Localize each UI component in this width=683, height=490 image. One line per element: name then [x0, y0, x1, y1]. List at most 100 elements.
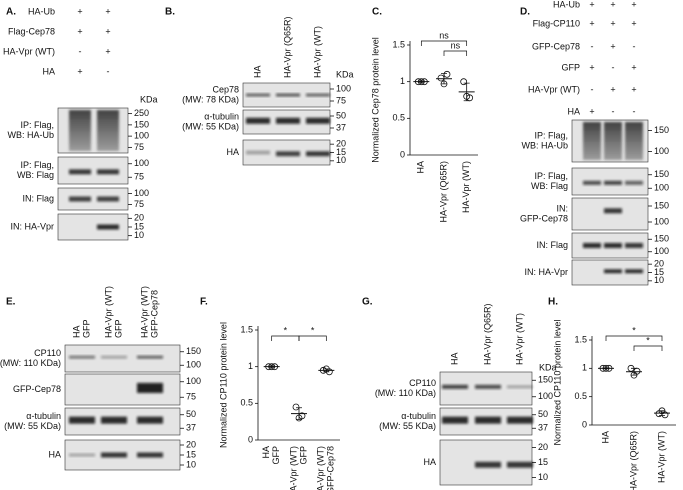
- marker-label: 150: [654, 169, 669, 179]
- band: [625, 243, 643, 248]
- blot-label: CP110: [409, 378, 436, 388]
- significance-label: *: [284, 325, 288, 335]
- band: [97, 196, 119, 202]
- blot-label: IN: Flag: [536, 240, 568, 250]
- condition-name: Flag-Cep78: [8, 26, 55, 36]
- band: [306, 93, 330, 97]
- blot-label: GFP-Cep78: [520, 213, 568, 223]
- panel-label: C.: [372, 7, 382, 18]
- data-point: [460, 78, 468, 86]
- marker-label: 37: [538, 423, 548, 433]
- band: [276, 93, 300, 97]
- data-point: [417, 78, 425, 86]
- band-smear: [604, 122, 622, 160]
- marker-label: 50: [538, 409, 548, 419]
- panel-label: D.: [520, 7, 530, 18]
- condition-sign: +: [77, 26, 82, 36]
- band: [625, 180, 643, 185]
- blot-label: WB: HA-Ub: [7, 130, 54, 140]
- condition-sign: +: [105, 6, 110, 16]
- data-point: [440, 80, 448, 88]
- condition-sign: -: [612, 106, 615, 116]
- lane-header: GFP: [81, 319, 91, 338]
- condition-sign: -: [79, 46, 82, 56]
- band: [97, 169, 119, 175]
- x-tick-label: HA-Vpr (Q65R): [438, 161, 448, 223]
- band: [442, 416, 468, 424]
- marker-label: 150: [134, 119, 149, 129]
- data-point: [437, 74, 445, 82]
- x-tick-label: HA: [600, 431, 610, 444]
- marker-label: 75: [134, 172, 144, 182]
- data-point: [627, 364, 635, 372]
- condition-sign: +: [610, 0, 615, 9]
- condition-sign: +: [77, 66, 82, 76]
- significance-bracket: [420, 40, 468, 46]
- lane-header: HA-Vpr (Q65R): [482, 303, 492, 365]
- blot-label: WB: Flag: [17, 170, 54, 180]
- significance-label: *: [646, 335, 650, 345]
- band: [507, 416, 533, 424]
- blot-label: IN:: [556, 203, 568, 213]
- band: [507, 385, 533, 389]
- y-tick-label: 1: [248, 361, 253, 371]
- condition-sign: -: [591, 84, 594, 94]
- marker-label: 15: [336, 147, 346, 157]
- marker-label: 100: [134, 158, 149, 168]
- significance-label: ns: [439, 30, 449, 40]
- data-point: [268, 363, 276, 371]
- marker-label: 20: [538, 442, 548, 452]
- marker-label: 10: [336, 155, 346, 165]
- blot-label: HA: [226, 147, 239, 157]
- band: [306, 117, 330, 124]
- marker-label: 100: [336, 83, 351, 93]
- marker-label: 10: [186, 459, 196, 469]
- blot-label: HA: [48, 449, 61, 459]
- band: [69, 196, 91, 202]
- condition-sign: +: [610, 84, 615, 94]
- blot-label: WB: HA-Ub: [521, 140, 568, 150]
- blot-label: α-tubulin: [401, 411, 436, 421]
- blot-label: (MW: 55 KDa): [4, 421, 61, 431]
- significance-bracket: [605, 335, 663, 341]
- condition-sign: +: [631, 0, 636, 9]
- band: [246, 117, 270, 124]
- band: [604, 180, 622, 185]
- blot-label: α-tubulin: [26, 411, 61, 421]
- band: [507, 461, 533, 468]
- condition-sign: +: [631, 84, 636, 94]
- significance-label: *: [311, 325, 315, 335]
- significance-bracket: [271, 335, 300, 341]
- band-smear: [97, 110, 119, 151]
- panel-label: B.: [165, 7, 175, 18]
- marker-label: 15: [538, 457, 548, 467]
- lane-header: GFP-Cep78: [149, 290, 159, 338]
- band: [137, 452, 163, 458]
- x-tick-label: GFP: [298, 446, 308, 465]
- condition-sign: +: [589, 0, 594, 9]
- band: [475, 384, 501, 389]
- band: [475, 416, 501, 424]
- significance-label: ns: [451, 40, 461, 50]
- panel-label: F.: [200, 297, 208, 308]
- band: [101, 452, 127, 458]
- condition-sign: +: [77, 6, 82, 16]
- blot-label: IN: Flag: [22, 193, 54, 203]
- condition-sign: +: [589, 106, 594, 116]
- data-point: [443, 70, 451, 78]
- band: [276, 151, 300, 157]
- blot-label: GFP-Cep78: [13, 384, 61, 394]
- blot-label: HA: [423, 457, 436, 467]
- data-point: [325, 368, 333, 376]
- condition-sign: -: [591, 41, 594, 51]
- x-tick-label: GFP-Cep78: [326, 446, 336, 490]
- y-tick-label: 0: [248, 434, 253, 444]
- marker-label: 50: [186, 409, 196, 419]
- blot-label: (MW: 110 KDa): [0, 358, 61, 368]
- y-axis-label: Normalized CP110 protein level: [552, 320, 562, 446]
- data-point: [298, 412, 306, 420]
- blot-label: IP: Flag,: [20, 160, 54, 170]
- band: [101, 416, 127, 424]
- marker-label: 100: [538, 391, 553, 401]
